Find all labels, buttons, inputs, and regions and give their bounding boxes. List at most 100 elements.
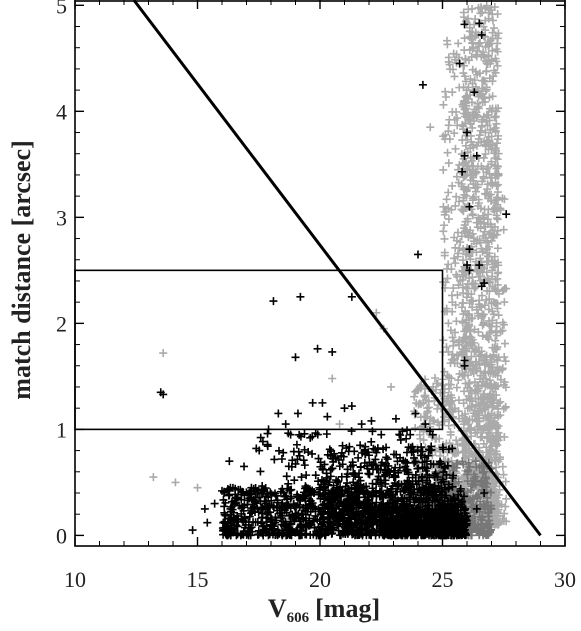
- data-point-unmatched: [453, 165, 462, 174]
- data-point-matched: [224, 491, 233, 500]
- data-point-overlap: [478, 468, 487, 477]
- data-point-matched: [334, 477, 343, 486]
- data-point-unmatched: [488, 46, 497, 55]
- data-point-matched: [219, 495, 228, 504]
- data-point-overlap: [458, 457, 467, 466]
- data-point-matched: [281, 420, 290, 429]
- data-point-unmatched: [493, 258, 502, 267]
- data-point-matched: [318, 465, 327, 474]
- data-point-matched: [414, 250, 422, 259]
- data-point-matched: [448, 474, 457, 483]
- data-point-matched: [414, 464, 423, 473]
- data-point-unmatched: [484, 434, 493, 443]
- data-point-unmatched: [483, 121, 492, 130]
- data-point-matched: [356, 463, 365, 472]
- data-point-unmatched: [439, 100, 448, 109]
- x-tick-labels: 10 15 20 25 30: [64, 567, 576, 592]
- data-point-unmatched: [498, 318, 507, 327]
- data-point-unmatched: [493, 244, 502, 253]
- data-point-unmatched: [489, 310, 498, 319]
- data-point-overlap: [463, 477, 472, 486]
- data-point-unmatched: [484, 277, 493, 286]
- data-point-unmatched: [159, 349, 168, 358]
- data-point-unmatched: [450, 129, 459, 138]
- data-point-unmatched: [453, 228, 462, 237]
- data-point-matched: [352, 518, 361, 527]
- data-point-unmatched: [451, 300, 460, 309]
- data-point-unmatched: [486, 179, 495, 188]
- data-point-unmatched: [484, 205, 493, 214]
- data-point-unmatched: [451, 243, 460, 252]
- data-point-overlap: [471, 472, 480, 481]
- data-point-matched: [308, 499, 317, 508]
- data-point-matched: [372, 498, 381, 507]
- data-point-unmatched: [455, 160, 464, 169]
- data-point-unmatched: [453, 249, 462, 258]
- data-point-unmatched: [488, 282, 497, 291]
- data-point-matched: [347, 525, 356, 534]
- data-point-unmatched: [477, 117, 486, 126]
- data-point-unmatched: [412, 399, 421, 408]
- data-point-unmatched: [469, 279, 478, 288]
- data-point-matched: [289, 447, 298, 456]
- x-tick-label: 20: [309, 567, 331, 592]
- data-point-unmatched: [496, 397, 505, 406]
- data-point-unmatched: [441, 87, 450, 96]
- data-point-unmatched: [456, 276, 465, 285]
- data-point-unmatched: [491, 112, 500, 121]
- data-point-unmatched: [484, 136, 493, 145]
- data-point-matched: [269, 297, 278, 306]
- data-point-matched: [308, 398, 317, 407]
- data-point-unmatched: [460, 387, 469, 396]
- data-point-unmatched: [452, 172, 461, 181]
- x-tick-label: 25: [432, 567, 454, 592]
- data-point-matched: [302, 471, 311, 480]
- data-point-matched: [418, 447, 427, 456]
- data-point-unmatched: [426, 414, 435, 423]
- data-point-matched: [311, 504, 320, 513]
- data-point-matched: [308, 449, 317, 458]
- data-point-unmatched: [466, 32, 475, 41]
- data-point-matched: [324, 526, 333, 535]
- data-point-matched: [292, 511, 301, 520]
- data-point-unmatched: [462, 293, 471, 302]
- data-point-unmatched: [494, 311, 503, 320]
- data-point-unmatched: [482, 249, 491, 258]
- data-point-unmatched: [488, 343, 497, 352]
- data-point-unmatched: [487, 222, 496, 231]
- data-point-unmatched: [452, 50, 461, 59]
- data-point-unmatched: [420, 392, 429, 401]
- data-point-unmatched: [459, 13, 468, 22]
- data-point-unmatched: [472, 168, 481, 177]
- data-point-unmatched: [328, 374, 337, 383]
- data-point-unmatched: [474, 409, 483, 418]
- data-point-unmatched: [499, 380, 508, 389]
- data-point-unmatched: [469, 362, 478, 371]
- data-point-overlap: [471, 503, 480, 512]
- data-point-unmatched: [442, 343, 451, 352]
- data-point-matched: [432, 488, 441, 497]
- data-point-unmatched: [446, 430, 455, 439]
- data-point-matched: [286, 519, 295, 528]
- data-point-unmatched: [483, 333, 492, 342]
- data-point-matched: [277, 455, 286, 464]
- data-point-unmatched: [446, 326, 455, 335]
- data-point-matched: [459, 492, 468, 501]
- data-point-matched: [431, 497, 439, 506]
- data-point-unmatched: [467, 387, 476, 396]
- data-point-unmatched: [458, 136, 467, 145]
- data-point-unmatched: [466, 339, 475, 348]
- data-point-unmatched: [494, 436, 503, 445]
- x-axis-label: V606 [mag]: [268, 594, 380, 626]
- data-point-unmatched: [479, 213, 488, 222]
- data-point-unmatched: [478, 93, 487, 102]
- data-point-unmatched: [459, 97, 468, 106]
- data-point-unmatched: [484, 242, 493, 251]
- data-point-matched: [254, 530, 263, 539]
- data-point-unmatched: [470, 76, 479, 85]
- data-point-unmatched: [484, 426, 493, 435]
- data-point-matched: [253, 504, 262, 513]
- selection-box: [74, 269, 444, 431]
- data-point-unmatched: [481, 128, 490, 137]
- data-point-unmatched: [461, 141, 470, 150]
